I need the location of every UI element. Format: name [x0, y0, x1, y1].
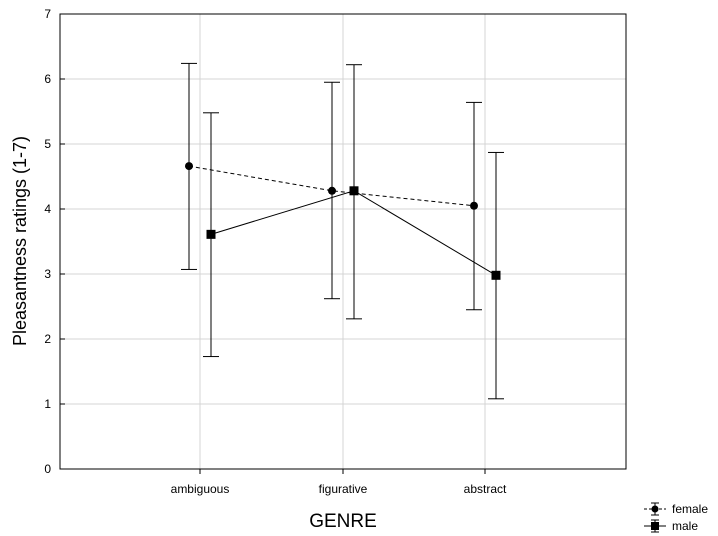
legend-marker-female [651, 505, 659, 513]
legend-label-female: female [672, 502, 708, 516]
x-tick-label: ambiguous [171, 482, 230, 496]
data-point-male [206, 229, 216, 239]
x-axis-title: GENRE [309, 511, 377, 532]
data-point-female [185, 162, 193, 171]
x-axis-ticks: ambiguous figurative abstract [171, 469, 507, 496]
x-tick-label: abstract [464, 482, 507, 496]
data-point-female [470, 201, 478, 210]
y-tick-label: 4 [44, 202, 51, 216]
data-point-male [349, 186, 359, 196]
legend-label-male: male [672, 519, 698, 533]
y-tick-label: 6 [44, 72, 51, 86]
series-layer [181, 62, 504, 400]
y-tick-label: 1 [44, 397, 51, 411]
data-point-male [491, 270, 501, 280]
legend-marker-male [651, 522, 659, 530]
series-male [203, 64, 504, 400]
y-tick-label: 7 [44, 7, 51, 21]
y-tick-label: 5 [44, 137, 51, 151]
y-tick-label: 0 [44, 462, 51, 476]
y-axis-title: Pleasantness ratings (1-7) [10, 136, 30, 346]
legend: female male [644, 502, 708, 533]
series-female [181, 62, 482, 311]
y-axis-ticks: 0 1 2 3 4 5 6 7 [44, 7, 65, 476]
grid [60, 14, 626, 469]
y-tick-label: 2 [44, 332, 51, 346]
data-point-female [328, 186, 336, 195]
series-line-female [188, 165, 475, 207]
x-tick-label: figurative [319, 482, 368, 496]
y-tick-label: 3 [44, 267, 51, 281]
